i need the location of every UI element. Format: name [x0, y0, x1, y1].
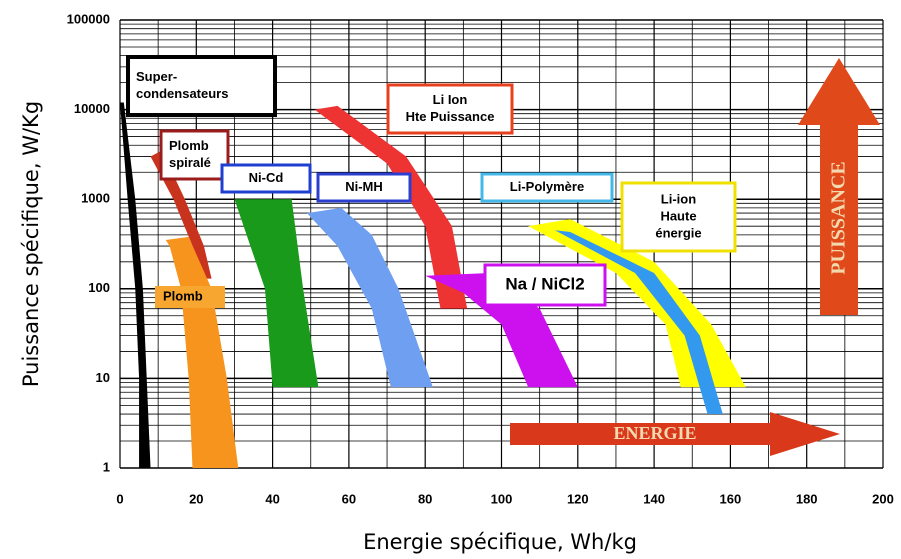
label-box [155, 286, 225, 308]
region-label: Na / NiCl2 [505, 274, 584, 293]
y-tick-label: 1000 [81, 191, 110, 206]
label-box [480, 172, 614, 203]
region-label: Li-ion [661, 191, 696, 206]
label-box [620, 181, 737, 253]
y-tick-label: 1 [103, 459, 110, 474]
energy-arrow [510, 412, 840, 456]
region-label: énergie [655, 225, 701, 240]
region-label: spiralé [169, 155, 211, 170]
energy-arrow-label: ENERGIE [613, 423, 696, 443]
x-tick-label: 100 [491, 491, 513, 506]
x-tick-label: 40 [265, 491, 279, 506]
region-label: Super- [136, 69, 177, 84]
region [120, 102, 151, 468]
region-label: Ni-MH [345, 179, 383, 194]
x-tick-label: 80 [418, 491, 432, 506]
x-tick-label: 180 [796, 491, 818, 506]
y-axis-label: Puissance spécifique, W/Kg [19, 101, 43, 387]
region [314, 105, 468, 309]
region [425, 273, 578, 388]
region-label: Li-Polymère [510, 179, 584, 194]
x-tick-label: 120 [567, 491, 589, 506]
label-box [159, 129, 230, 181]
y-tick-label: 10000 [74, 101, 110, 116]
region-label: Plomb [163, 288, 203, 303]
region [554, 230, 723, 415]
region-label: Plomb [169, 138, 209, 153]
power-arrow [798, 58, 880, 315]
y-tick-label: 100000 [67, 11, 110, 26]
region-label: Ni-Cd [249, 170, 284, 185]
x-tick-label: 0 [116, 491, 123, 506]
region-label: Hte Puissance [406, 109, 495, 124]
region-label: condensateurs [136, 86, 228, 101]
region [306, 207, 433, 388]
y-tick-label: 100 [88, 280, 110, 295]
x-tick-label: 20 [189, 491, 203, 506]
label-box [316, 172, 412, 203]
x-axis-label: Energie spécifique, Wh/kg [363, 530, 637, 554]
region [234, 199, 319, 388]
region [150, 150, 212, 279]
region-label: Li Ion [433, 92, 468, 107]
label-box [386, 83, 514, 135]
label-box [126, 55, 277, 117]
label-box [220, 163, 312, 194]
label-box [483, 263, 607, 307]
x-tick-label: 140 [643, 491, 665, 506]
power-arrow-label: PUISSANCE [828, 161, 850, 274]
x-tick-label: 60 [342, 491, 356, 506]
y-tick-label: 10 [96, 370, 110, 385]
x-tick-label: 160 [720, 491, 742, 506]
x-tick-label: 200 [872, 491, 894, 506]
region-label: Haute [660, 208, 696, 223]
